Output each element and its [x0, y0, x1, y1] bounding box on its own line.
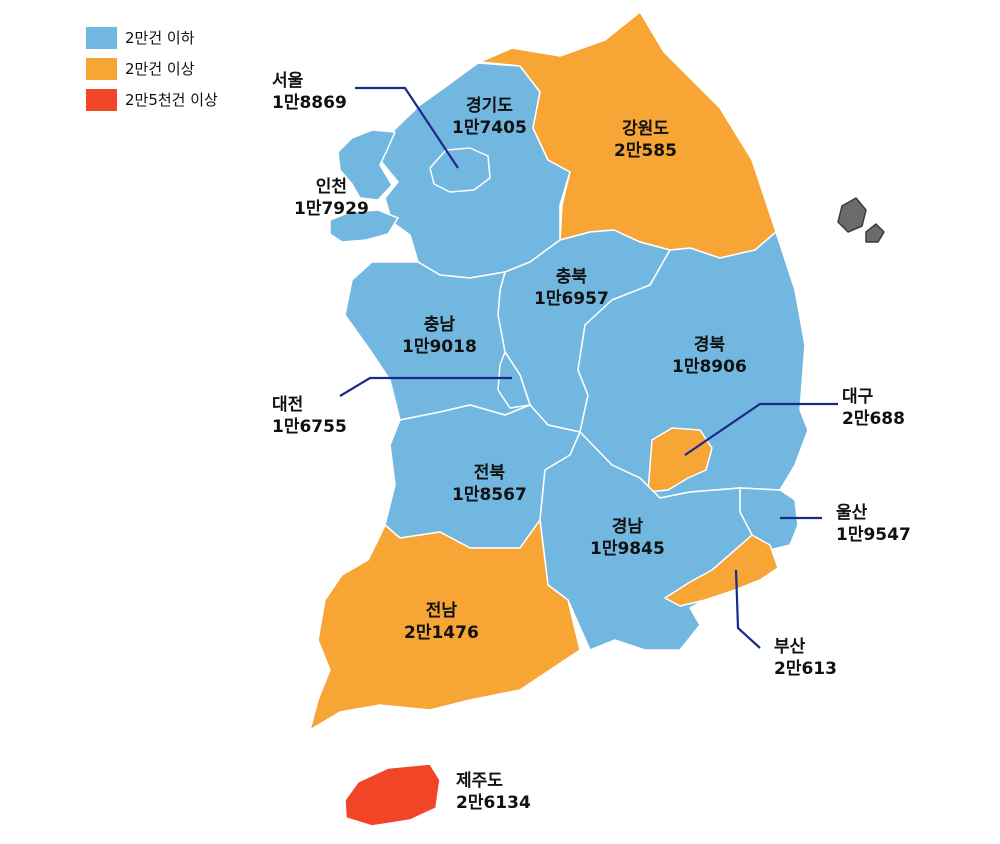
legend-label: 2만건 이하: [125, 29, 195, 47]
label-daejeon: 대전 1만6755: [272, 394, 347, 438]
region-daejeon: [497, 351, 531, 409]
region-name: 서울: [272, 71, 304, 91]
legend-item: 2만건 이상: [86, 53, 218, 84]
label-incheon: 인천 1만7929: [294, 176, 369, 220]
legend-label: 2만건 이상: [125, 60, 195, 78]
legend: 2만건 이하 2만건 이상 2만5천건 이상: [86, 22, 218, 115]
label-jeonbuk: 전북 1만8567: [452, 462, 527, 506]
leader-busan: [734, 569, 761, 649]
legend-label: 2만5천건 이상: [125, 91, 218, 109]
region-name: 경북: [693, 335, 726, 355]
region-value: 2만688: [842, 409, 905, 429]
region-value: 1만8869: [272, 93, 347, 113]
leader-seoul: [355, 86, 459, 169]
label-busan: 부산 2만613: [774, 636, 837, 680]
legend-swatch-blue: [86, 26, 117, 49]
region-name: 인천: [315, 177, 348, 197]
label-chungnam: 충남 1만9018: [402, 314, 477, 358]
region-value: 2만6134: [456, 793, 531, 813]
region-name: 울산: [836, 503, 868, 523]
region-incheon: [337, 129, 396, 201]
region-value: 1만7929: [294, 199, 369, 219]
legend-swatch-orange: [86, 57, 117, 80]
region-value: 1만9845: [590, 539, 665, 559]
region-value: 1만9547: [836, 525, 911, 545]
region-name: 경남: [611, 517, 644, 537]
region-name: 제주도: [456, 771, 503, 791]
region-name: 전북: [473, 463, 506, 483]
region-name: 경기도: [465, 96, 513, 116]
region-name: 충북: [555, 267, 588, 287]
region-daegu: [647, 427, 713, 493]
label-jeonnam: 전남 2만1476: [404, 600, 479, 644]
label-gyeonggi: 경기도 1만7405: [452, 95, 527, 139]
island-dokdo: [865, 223, 885, 243]
region-value: 2만1476: [404, 623, 479, 643]
region-value: 1만7405: [452, 118, 527, 138]
label-ulsan: 울산 1만9547: [836, 502, 911, 546]
region-name: 부산: [774, 637, 806, 657]
region-name: 강원도: [622, 119, 669, 139]
leader-daejeon: [339, 376, 512, 397]
region-value: 1만8906: [672, 357, 747, 377]
label-gyeongnam: 경남 1만9845: [590, 516, 665, 560]
region-name: 대전: [272, 395, 304, 415]
region-incheon-island: [329, 209, 399, 243]
region-value: 1만6957: [534, 289, 609, 309]
legend-swatch-red: [86, 88, 117, 111]
region-value: 1만6755: [272, 417, 347, 437]
label-chungbuk: 충북 1만6957: [534, 266, 609, 310]
label-jeju: 제주도 2만6134: [456, 770, 531, 814]
region-value: 2만585: [614, 141, 677, 161]
region-seoul: [429, 147, 491, 193]
label-gangwon: 강원도 2만585: [614, 118, 677, 162]
region-jeju: [344, 763, 441, 827]
legend-item: 2만5천건 이상: [86, 84, 218, 115]
region-value: 1만8567: [452, 485, 527, 505]
region-name: 전남: [425, 601, 458, 621]
region-busan: [664, 534, 779, 607]
leader-daegu: [684, 402, 838, 456]
region-value: 1만9018: [402, 337, 477, 357]
region-name: 대구: [842, 387, 874, 407]
legend-item: 2만건 이하: [86, 22, 218, 53]
region-jeonnam: [309, 519, 581, 731]
region-value: 2만613: [774, 659, 837, 679]
label-gyeongbuk: 경북 1만8906: [672, 334, 747, 378]
region-name: 충남: [423, 315, 456, 335]
label-daegu: 대구 2만688: [842, 386, 905, 430]
label-seoul: 서울 1만8869: [272, 70, 347, 114]
island-ulleung: [837, 197, 867, 233]
